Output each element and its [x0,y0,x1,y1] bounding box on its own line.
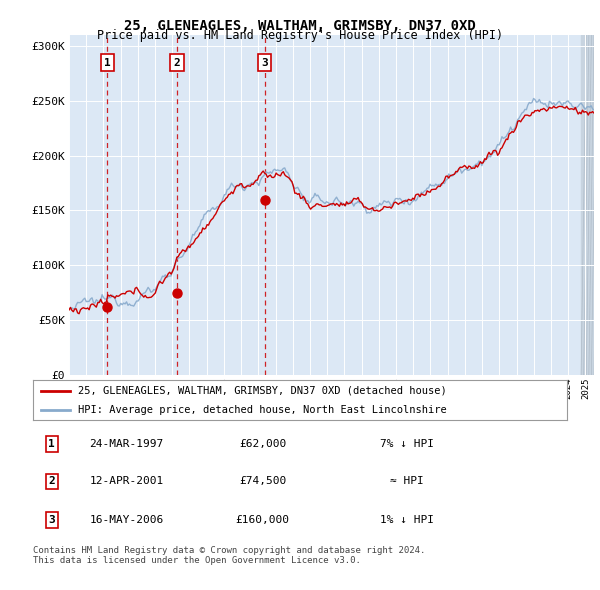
Text: 12-APR-2001: 12-APR-2001 [89,477,164,486]
Text: 1% ↓ HPI: 1% ↓ HPI [380,515,434,525]
Text: 2: 2 [174,58,181,68]
Text: £160,000: £160,000 [236,515,290,525]
Text: £62,000: £62,000 [239,439,286,449]
Text: 1: 1 [104,58,111,68]
Text: HPI: Average price, detached house, North East Lincolnshire: HPI: Average price, detached house, Nort… [79,405,447,415]
Text: 3: 3 [262,58,268,68]
Text: 16-MAY-2006: 16-MAY-2006 [89,515,164,525]
Text: 3: 3 [49,515,55,525]
Text: 25, GLENEAGLES, WALTHAM, GRIMSBY, DN37 0XD: 25, GLENEAGLES, WALTHAM, GRIMSBY, DN37 0… [124,19,476,33]
Text: 1: 1 [49,439,55,449]
Text: Price paid vs. HM Land Registry's House Price Index (HPI): Price paid vs. HM Land Registry's House … [97,30,503,42]
Bar [581,35,594,375]
Text: 25, GLENEAGLES, WALTHAM, GRIMSBY, DN37 0XD (detached house): 25, GLENEAGLES, WALTHAM, GRIMSBY, DN37 0… [79,386,447,396]
Text: ≈ HPI: ≈ HPI [390,477,424,486]
Text: 24-MAR-1997: 24-MAR-1997 [89,439,164,449]
Text: 2: 2 [49,477,55,486]
Text: Contains HM Land Registry data © Crown copyright and database right 2024.
This d: Contains HM Land Registry data © Crown c… [33,546,425,565]
Text: £74,500: £74,500 [239,477,286,486]
Text: 7% ↓ HPI: 7% ↓ HPI [380,439,434,449]
